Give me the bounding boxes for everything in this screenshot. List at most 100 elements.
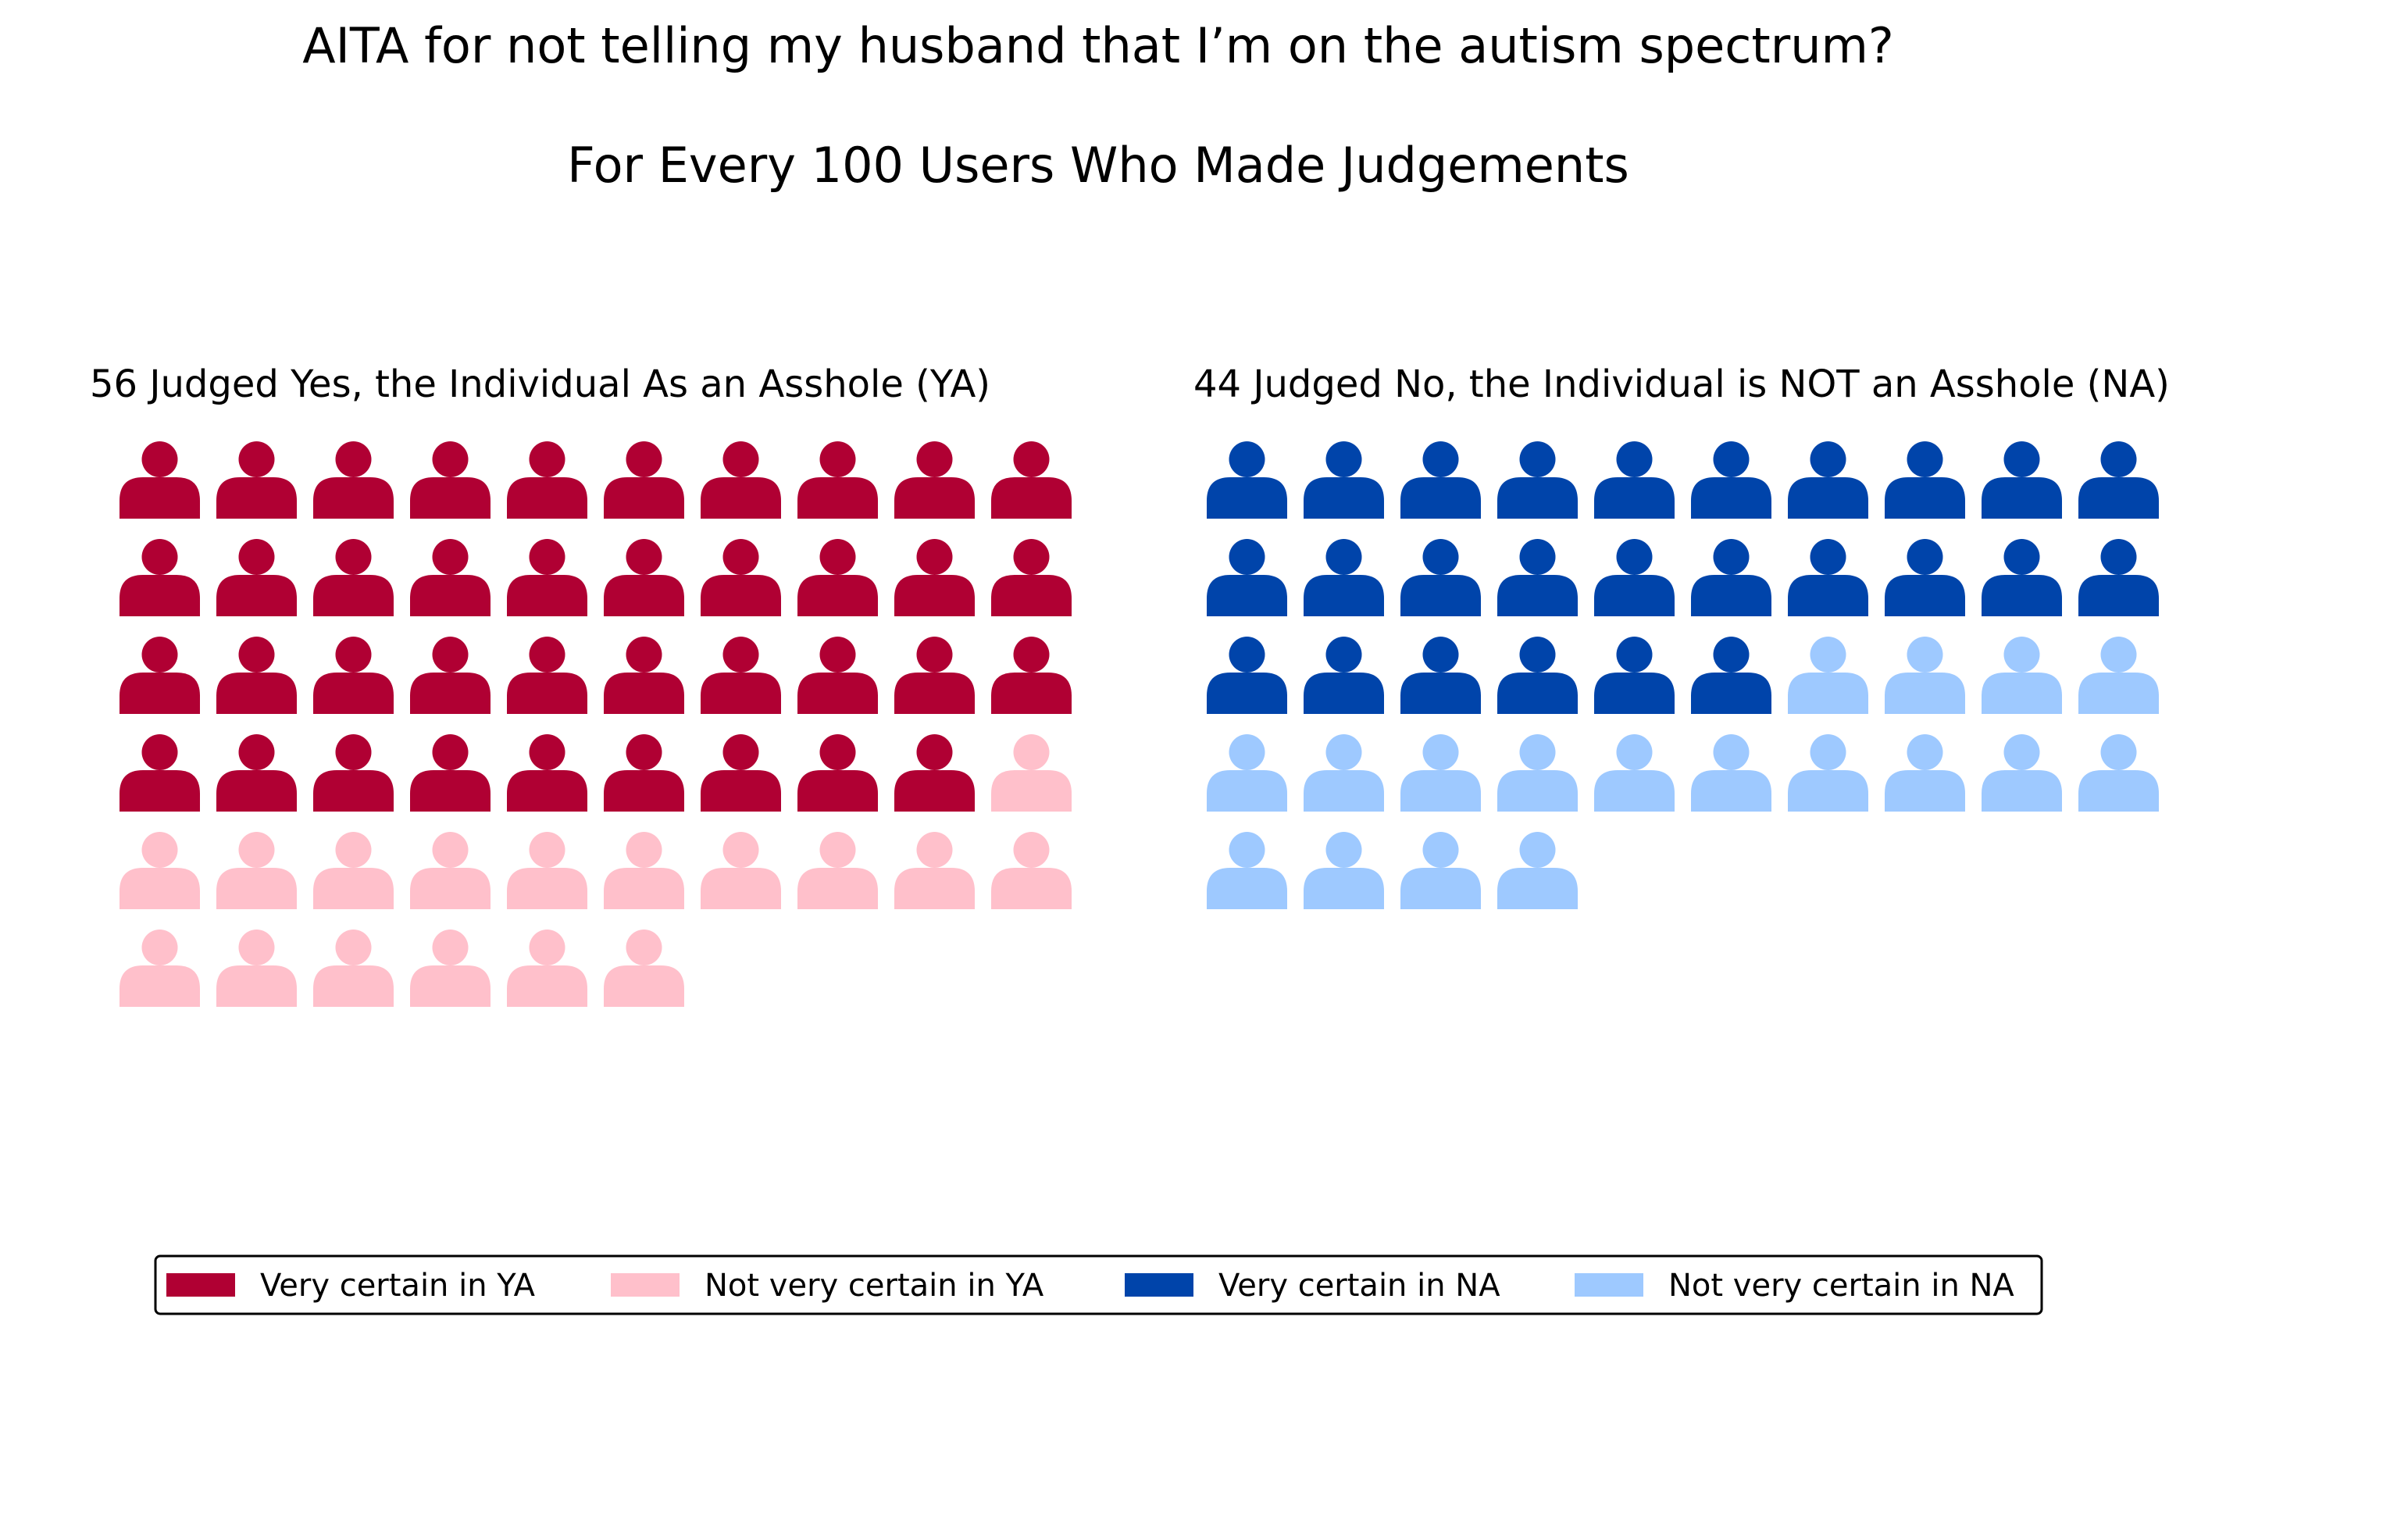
person-icon <box>216 832 297 909</box>
person-icon <box>120 539 200 616</box>
person-icon <box>1885 637 1965 714</box>
person-icon <box>604 637 684 714</box>
person-icon <box>894 441 975 519</box>
person-icon <box>604 832 684 909</box>
legend-label-very-certain-ya: Very certain in YA <box>260 1268 536 1304</box>
person-icon <box>216 930 297 1007</box>
person-icon <box>1982 441 2062 519</box>
person-icon <box>2078 734 2159 812</box>
person-icon <box>991 832 1072 909</box>
person-icon <box>701 637 781 714</box>
person-icon <box>1691 637 1771 714</box>
person-icon <box>894 832 975 909</box>
person-icon <box>216 441 297 519</box>
person-icon <box>701 832 781 909</box>
person-icon <box>313 832 394 909</box>
person-icon <box>410 734 491 812</box>
person-icon <box>1497 832 1578 909</box>
person-icon <box>1304 441 1384 519</box>
person-icon <box>2078 539 2159 616</box>
person-icon <box>604 734 684 812</box>
person-icon <box>701 539 781 616</box>
person-icon <box>1497 441 1578 519</box>
person-icon <box>991 734 1072 812</box>
person-icon <box>1982 539 2062 616</box>
person-icon <box>1788 441 1868 519</box>
person-icon <box>1691 734 1771 812</box>
panel-title-ya: 56 Judged Yes, the Individual As an Assh… <box>90 362 990 406</box>
person-icon <box>1207 637 1287 714</box>
person-icon <box>507 539 587 616</box>
person-icon <box>410 637 491 714</box>
person-icon <box>1691 441 1771 519</box>
person-icon <box>797 637 878 714</box>
person-icon <box>313 930 394 1007</box>
person-icon <box>894 539 975 616</box>
person-icon <box>507 832 587 909</box>
person-icon <box>120 441 200 519</box>
chart-title: AITA for not telling my husband that I’m… <box>302 17 1894 74</box>
person-icon <box>1594 637 1675 714</box>
person-icon <box>1885 441 1965 519</box>
chart-subtitle: For Every 100 Users Who Made Judgements <box>567 137 1629 194</box>
person-icon <box>2078 441 2159 519</box>
person-icon <box>313 734 394 812</box>
person-icon <box>797 832 878 909</box>
person-icon <box>1304 539 1384 616</box>
person-icon <box>604 441 684 519</box>
person-icon <box>1400 539 1481 616</box>
person-icon <box>1594 734 1675 812</box>
person-icon <box>120 930 200 1007</box>
person-icon <box>1982 734 2062 812</box>
person-icon <box>701 441 781 519</box>
person-icon <box>1885 539 1965 616</box>
person-icon <box>216 539 297 616</box>
legend-frame <box>154 1254 2043 1315</box>
legend-swatch-not-very-certain-ya <box>611 1273 680 1297</box>
person-icon <box>894 734 975 812</box>
person-icon <box>410 539 491 616</box>
person-icon <box>507 930 587 1007</box>
person-icon <box>991 441 1072 519</box>
person-icon <box>120 637 200 714</box>
person-icon <box>507 441 587 519</box>
person-icon <box>216 734 297 812</box>
legend-swatch-very-certain-na <box>1125 1273 1193 1297</box>
person-icon <box>1400 637 1481 714</box>
person-icon <box>797 441 878 519</box>
person-icon <box>1594 539 1675 616</box>
person-icon <box>604 930 684 1007</box>
person-icon <box>507 637 587 714</box>
person-icon <box>991 539 1072 616</box>
person-icon <box>1691 539 1771 616</box>
legend-label-very-certain-na: Very certain in NA <box>1218 1268 1500 1304</box>
person-icon <box>701 734 781 812</box>
panel-title-na: 44 Judged No, the Individual is NOT an A… <box>1193 362 2170 406</box>
person-icon <box>1594 441 1675 519</box>
person-icon <box>1304 832 1384 909</box>
legend-label-not-very-certain-ya: Not very certain in YA <box>705 1268 1044 1304</box>
person-icon <box>313 637 394 714</box>
person-icon <box>604 539 684 616</box>
person-icon <box>2078 637 2159 714</box>
person-icon <box>507 734 587 812</box>
legend-swatch-not-very-certain-na <box>1575 1273 1643 1297</box>
person-icon <box>1304 734 1384 812</box>
person-icon <box>1207 734 1287 812</box>
legend-label-not-very-certain-na: Not very certain in NA <box>1668 1268 2014 1304</box>
person-icon <box>1788 734 1868 812</box>
person-icon <box>1304 637 1384 714</box>
person-icon <box>1885 734 1965 812</box>
person-icon <box>1497 539 1578 616</box>
person-icon <box>313 539 394 616</box>
person-icon <box>1497 637 1578 714</box>
person-icon <box>120 734 200 812</box>
person-icon <box>216 637 297 714</box>
person-icon <box>410 441 491 519</box>
person-icon <box>1400 441 1481 519</box>
person-icon <box>1207 539 1287 616</box>
person-icon <box>1982 637 2062 714</box>
person-icon <box>991 637 1072 714</box>
person-icon <box>410 832 491 909</box>
